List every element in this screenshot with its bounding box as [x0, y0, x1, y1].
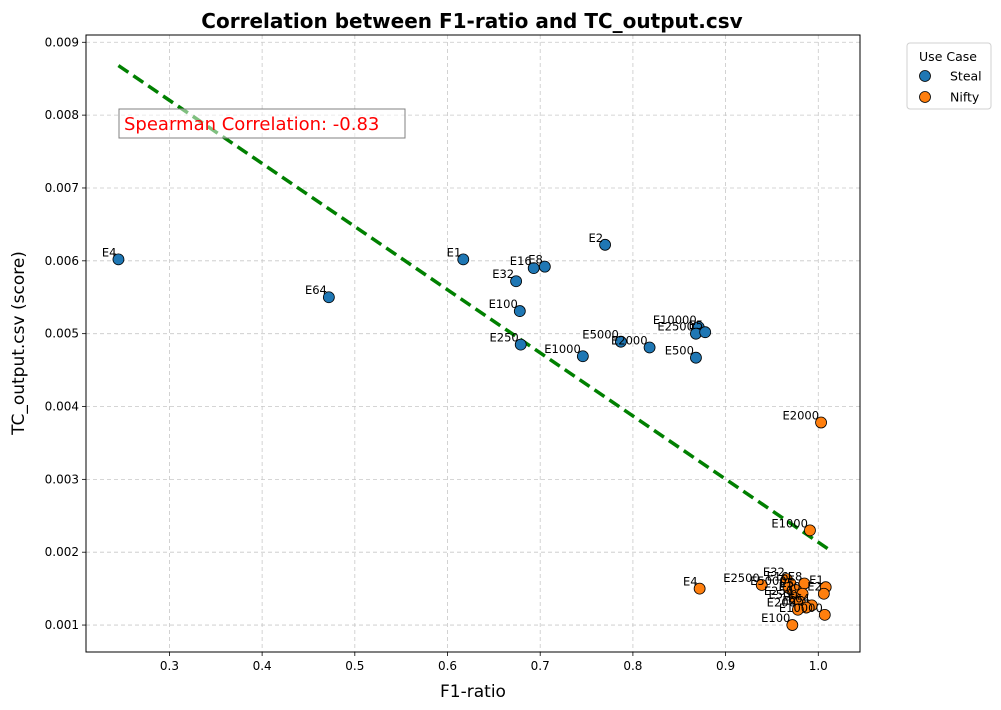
data-point-steal [322, 291, 335, 304]
legend-title: Use Case [919, 49, 977, 64]
data-point-steal [599, 238, 611, 251]
data-point-steal [112, 253, 125, 266]
point-label: E100 [489, 297, 518, 311]
y-tick-label: 0.004 [45, 400, 79, 414]
data-point-steal [513, 305, 526, 317]
point-label: E500 [769, 588, 798, 602]
y-tick-label: 0.005 [45, 327, 79, 341]
point-label: E250 [490, 331, 519, 345]
annotation-layer: Spearman Correlation: -0.83 [118, 108, 406, 139]
point-label: E1 [447, 245, 462, 259]
x-tick-label: 1.0 [809, 659, 828, 673]
y-tick-label: 0.009 [45, 35, 79, 49]
point-label: E2000 [783, 409, 820, 423]
point-label: E2 [588, 231, 603, 245]
point-label: E100 [761, 611, 790, 625]
data-point-nifty [817, 587, 830, 600]
data-point-steal [614, 335, 627, 348]
point-label: E16 [767, 570, 789, 584]
data-point-steal [514, 338, 527, 351]
point-label: E2500 [723, 571, 760, 585]
point-label: E2 [807, 580, 822, 594]
point-label: E10000 [653, 313, 697, 327]
point-label: E5000 [582, 328, 619, 342]
x-tick-label: 0.7 [531, 659, 550, 673]
y-tick-label: 0.006 [45, 254, 79, 268]
data-point-nifty [693, 582, 706, 595]
point-label: E2000 [611, 334, 648, 348]
data-point-nifty [818, 608, 831, 621]
data-point-steal [576, 350, 589, 363]
point-label: E200 [767, 596, 796, 610]
data-point-nifty [815, 416, 827, 429]
point-label: E1000 [771, 516, 808, 530]
data-point-steal [699, 326, 712, 339]
y-tick-label: 0.007 [45, 181, 79, 195]
point-label: E64 [305, 283, 327, 297]
legend-marker-nifty [919, 91, 931, 103]
chart-title: Correlation between F1-ratio and TC_outp… [201, 9, 742, 33]
legend-items: Steal Nifty [919, 69, 982, 105]
point-label: E32 [763, 565, 785, 579]
legend: Use Case Steal Nifty [906, 42, 992, 110]
point-label: E250 [764, 584, 793, 598]
data-point-steal [457, 253, 470, 266]
y-axis-title: TC_output.csv (score) [9, 251, 29, 436]
x-tick-label: 0.6 [438, 659, 457, 673]
point-label: E5 [689, 318, 704, 332]
data-point-nifty [786, 619, 799, 631]
x-tick-label: 0.4 [253, 659, 272, 673]
point-label: E2500 [657, 320, 694, 334]
spearman-annotation: Spearman Correlation: -0.83 [124, 114, 379, 135]
point-label: E10000 [779, 601, 823, 615]
point-label: E5 [779, 576, 794, 590]
x-tick-label: 0.8 [623, 659, 642, 673]
point-label: E25 [782, 594, 804, 608]
data-point-nifty [791, 603, 804, 616]
point-label: E1 [809, 573, 824, 587]
data-point-nifty [755, 579, 768, 591]
point-label: E8 [788, 570, 803, 584]
y-tick-label: 0.001 [45, 618, 79, 632]
y-tick-label: 0.003 [45, 472, 79, 486]
point-label: E32 [492, 267, 514, 281]
x-axis-title: F1-ratio [440, 682, 506, 702]
point-label: E1000 [544, 342, 581, 356]
plot-frame [85, 34, 861, 653]
point-label: E10 [779, 580, 801, 594]
legend-marker-steal [919, 70, 931, 82]
points-layer [112, 238, 832, 631]
point-label: E5000 [750, 574, 787, 588]
data-point-steal [643, 341, 656, 354]
data-point-nifty [804, 524, 816, 537]
data-point-steal [510, 275, 523, 288]
data-point-steal [690, 351, 702, 364]
annotation-box [118, 108, 406, 139]
y-tick-label: 0.002 [45, 545, 79, 559]
point-label: E4 [102, 245, 117, 259]
x-tick-label: 0.5 [345, 659, 364, 673]
y-tick-label: 0.008 [45, 108, 79, 122]
legend-label: Steal [950, 69, 982, 84]
x-tick-label: 0.9 [716, 659, 735, 673]
axis-ticks: 0.3 0.4 0.5 0.6 0.7 0.8 0.9 1.0 0.001 0.002 0.003 0… [45, 35, 828, 673]
point-label: E4 [683, 575, 698, 589]
legend-label: Nifty [950, 90, 980, 105]
point-label: E64 [788, 591, 810, 605]
point-label: E16 [510, 254, 532, 268]
x-tick-label: 0.3 [160, 659, 179, 673]
point-label: E8 [528, 253, 543, 267]
point-label: E500 [665, 344, 694, 358]
data-point-steal [538, 260, 551, 273]
